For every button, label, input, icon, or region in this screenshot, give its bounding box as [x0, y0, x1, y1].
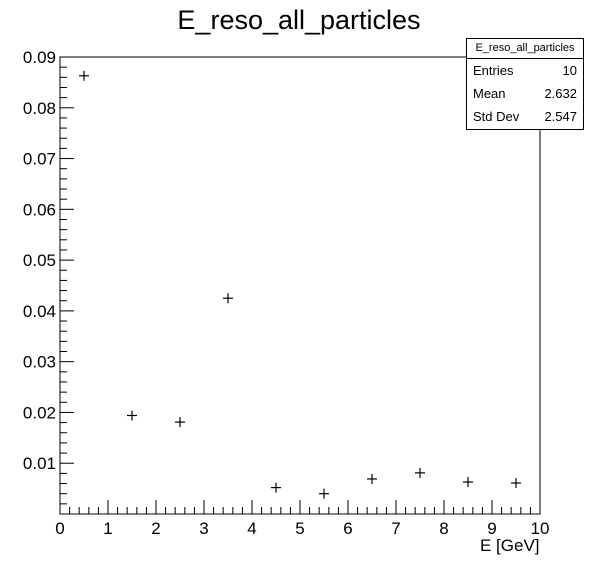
x-tick-label: 3: [199, 519, 208, 538]
data-point: [367, 473, 377, 484]
x-tick-label: 10: [531, 519, 550, 538]
data-point: [511, 478, 521, 489]
stats-row-mean: Mean 2.632: [467, 82, 583, 105]
y-tick-label: 0.06: [23, 200, 56, 219]
x-tick-label: 2: [151, 519, 160, 538]
stats-box-title: E_reso_all_particles: [467, 39, 583, 59]
stats-box: E_reso_all_particles Entries 10 Mean 2.6…: [466, 38, 584, 130]
x-tick-label: 9: [487, 519, 496, 538]
stats-value: 10: [562, 63, 577, 78]
data-point: [271, 482, 281, 493]
y-tick-label: 0.04: [23, 302, 56, 321]
stats-row-stddev: Std Dev 2.547: [467, 105, 583, 128]
x-tick-label: 5: [295, 519, 304, 538]
data-point: [223, 293, 233, 304]
stats-label: Mean: [473, 86, 506, 101]
stats-label: Entries: [473, 63, 514, 78]
data-point: [175, 417, 185, 428]
y-tick-label: 0.03: [23, 353, 56, 372]
y-tick-label: 0.08: [23, 99, 56, 118]
stats-value: 2.547: [544, 109, 577, 124]
stats-row-entries: Entries 10: [467, 59, 583, 82]
y-tick-label: 0.01: [23, 454, 56, 473]
stats-label: Std Dev: [473, 109, 520, 124]
y-tick-label: 0.07: [23, 150, 56, 169]
data-point: [463, 477, 473, 488]
x-tick-label: 1: [103, 519, 112, 538]
x-tick-label: 8: [439, 519, 448, 538]
chart-title: E_reso_all_particles: [177, 5, 421, 35]
x-axis-label: E [GeV]: [480, 536, 540, 555]
x-tick-label: 6: [343, 519, 352, 538]
y-tick-label: 0.02: [23, 403, 56, 422]
x-tick-label: 4: [247, 519, 256, 538]
data-point: [319, 488, 329, 499]
x-tick-label: 7: [391, 519, 400, 538]
y-tick-label: 0.05: [23, 251, 56, 270]
data-point: [127, 410, 137, 421]
x-tick-label: 0: [55, 519, 64, 538]
data-point: [79, 70, 89, 81]
y-tick-label: 0.09: [23, 48, 56, 67]
data-point: [415, 467, 425, 478]
stats-value: 2.632: [544, 86, 577, 101]
